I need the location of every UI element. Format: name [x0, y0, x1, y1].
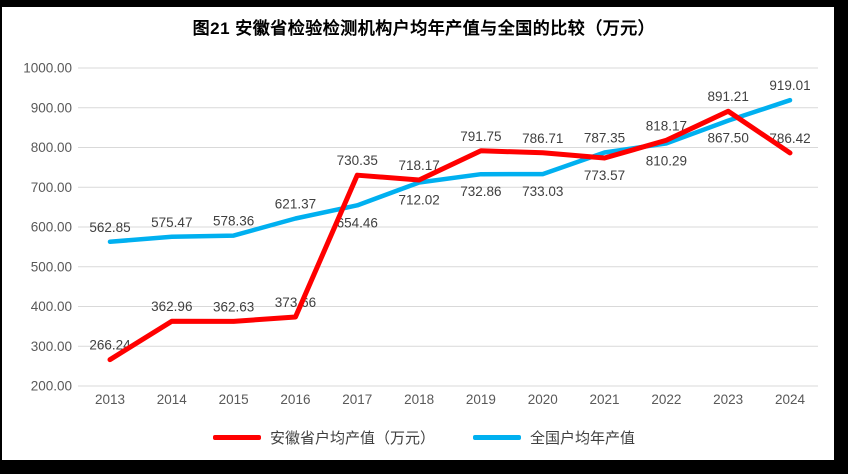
anhui-series-line: [107, 108, 793, 363]
x-axis-tick-label: 2013: [95, 392, 125, 407]
data-label: 733.03: [522, 184, 563, 199]
data-label: 919.01: [769, 78, 810, 93]
frame-border-right: [834, 0, 848, 474]
data-label: 712.02: [398, 192, 439, 207]
data-label: 786.42: [769, 131, 810, 146]
y-axis-tick-label: 600.00: [31, 220, 72, 235]
x-axis-tick-label: 2014: [157, 392, 188, 407]
y-axis-tick-label: 700.00: [31, 180, 72, 195]
gridlines: [78, 67, 818, 387]
x-axis-tick-label: 2021: [590, 392, 620, 407]
data-label: 373.66: [275, 295, 316, 310]
data-label: 362.63: [213, 299, 254, 314]
frame-border-bottom: [0, 460, 848, 474]
data-label: 562.85: [89, 220, 130, 235]
data-label: 266.24: [89, 338, 131, 353]
data-label: 718.17: [398, 158, 439, 173]
legend-item-national: 全国户均年产值: [473, 427, 635, 448]
y-axis-tick-labels: 1000.00 900.00 800.00 700.00 600.00 500.00 400…: [23, 61, 72, 394]
x-axis-tick-label: 2017: [342, 392, 372, 407]
data-label: 787.35: [584, 131, 625, 146]
legend-item-anhui: 安徽省户均产值（万元）: [212, 427, 435, 448]
data-label: 575.47: [151, 215, 192, 230]
data-label: 621.37: [275, 197, 316, 212]
x-axis-tick-label: 2020: [528, 392, 558, 407]
y-axis-tick-label: 900.00: [31, 100, 72, 115]
frame-border-top: [0, 0, 848, 7]
y-axis-tick-label: 200.00: [31, 379, 72, 394]
frame-border-left: [0, 0, 2, 474]
data-label: 867.50: [708, 131, 749, 146]
x-axis-tick-label: 2018: [404, 392, 434, 407]
data-label: 791.75: [460, 129, 501, 144]
chart-legend: 安徽省户均产值（万元） 全国户均年产值: [0, 427, 848, 448]
national-series-line: [107, 97, 793, 245]
data-label: 578.36: [213, 214, 254, 229]
x-axis-tick-label: 2023: [713, 392, 743, 407]
y-axis-tick-label: 300.00: [31, 339, 72, 354]
y-axis-tick-label: 1000.00: [23, 61, 72, 76]
y-axis-tick-label: 400.00: [31, 299, 72, 314]
anhui-line-swatch: [212, 435, 261, 440]
x-axis-tick-label: 2015: [219, 392, 249, 407]
x-axis-tick-label: 2016: [280, 392, 310, 407]
data-label: 786.71: [522, 131, 563, 146]
data-label: 810.29: [646, 153, 687, 168]
national-line-swatch: [473, 435, 521, 440]
legend-label-national: 全国户均年产值: [530, 430, 636, 447]
x-axis-tick-label: 2024: [775, 392, 806, 407]
data-labels: 266.24 362.96 362.63 373.66 730.35 718.17 791.…: [89, 78, 810, 352]
data-label: 732.86: [460, 184, 501, 199]
x-axis-tick-labels: 2013 2014 2015 2016 2017 2018 2019 2020 2021 2022…: [95, 392, 806, 407]
legend-label-anhui: 安徽省户均产值（万元）: [269, 430, 435, 447]
chart-title: 图21 安徽省检验检测机构户均年产值与全国的比较（万元）: [192, 19, 656, 38]
data-label: 730.35: [337, 153, 378, 168]
data-label: 891.21: [708, 89, 749, 104]
data-label: 654.46: [337, 215, 378, 230]
y-axis-tick-label: 500.00: [31, 259, 72, 274]
data-label: 362.96: [151, 299, 192, 314]
data-label: 818.17: [646, 118, 687, 133]
x-axis-tick-label: 2019: [466, 392, 496, 407]
y-axis-tick-label: 800.00: [31, 140, 72, 155]
data-label: 773.57: [584, 168, 625, 183]
x-axis-tick-label: 2022: [651, 392, 681, 407]
